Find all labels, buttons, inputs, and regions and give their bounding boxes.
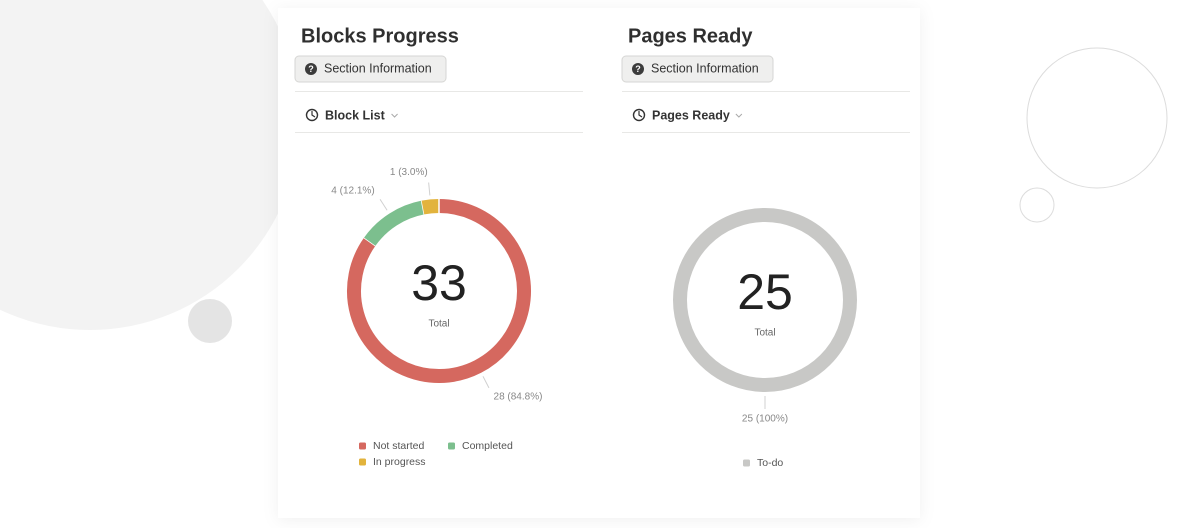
help-icon [632, 63, 644, 75]
donut-segment [421, 199, 440, 215]
donut-segment [673, 208, 857, 393]
section-button-label: Section Information [324, 61, 432, 75]
legend-swatch [359, 442, 366, 450]
section-button[interactable] [294, 55, 447, 83]
view-icon [632, 108, 646, 122]
data-label: 28 (84.8%) [494, 391, 543, 402]
bg-dot [188, 299, 232, 343]
leader-line [482, 376, 490, 389]
view-icon-hand [311, 111, 316, 118]
total-value: 25 [737, 264, 793, 320]
bg-blob [0, 0, 300, 330]
view-icon [305, 108, 319, 122]
card [278, 8, 920, 518]
legend-label: To-do [757, 457, 783, 469]
view-tab[interactable]: Block List [325, 108, 386, 122]
leader-line [428, 182, 431, 196]
legend-swatch [743, 459, 750, 467]
section-button[interactable] [621, 55, 774, 83]
chevron [391, 113, 398, 118]
legend-swatch [359, 458, 366, 466]
total-label: Total [754, 328, 775, 339]
legend-label: In progress [373, 456, 426, 468]
help-icon-mark: ? [308, 64, 314, 74]
view-icon-hand [638, 111, 643, 118]
panel-title: Blocks Progress [301, 25, 459, 47]
leader-line [379, 199, 388, 211]
legend-label: Completed [462, 440, 513, 452]
data-label: 4 (12.1%) [331, 186, 374, 197]
section-button-label: Section Information [651, 61, 759, 75]
data-label: 1 (3.0%) [390, 167, 428, 178]
bg-ring [1019, 187, 1055, 223]
total-label: Total [428, 319, 449, 330]
donut-segment [347, 199, 531, 383]
bg-ring [1026, 47, 1168, 189]
panel-title: Pages Ready [628, 25, 753, 47]
total-value: 33 [411, 255, 467, 311]
legend-swatch [448, 442, 455, 450]
chevron [735, 113, 743, 118]
view-tab[interactable]: Pages Ready [652, 108, 730, 122]
data-label: 25 (100%) [742, 414, 788, 425]
donut-segment [364, 200, 425, 246]
help-icon [305, 63, 317, 75]
legend-label: Not started [373, 440, 425, 452]
help-icon-mark: ? [635, 64, 641, 74]
